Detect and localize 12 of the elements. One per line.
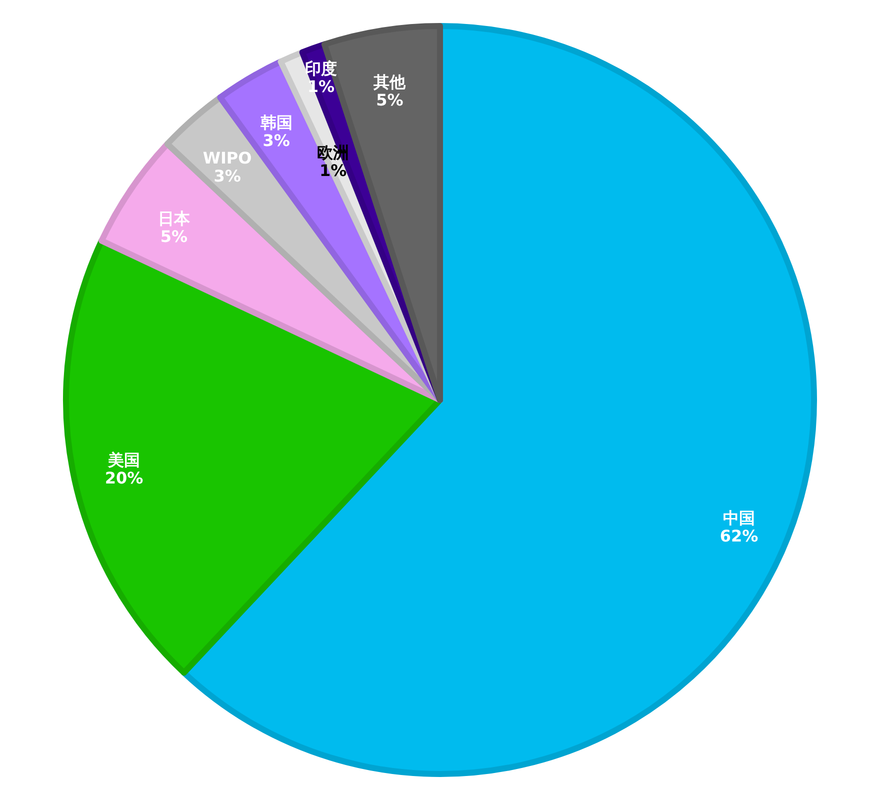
slice-label: 中国 (723, 508, 756, 528)
slice-label: 其他 (372, 72, 407, 92)
slice-label: 韩国 (259, 113, 292, 132)
data-label: 5% (376, 90, 404, 110)
data-label: 20% (104, 468, 144, 488)
data-label: 3% (262, 131, 290, 150)
slice-label: 印度 (304, 59, 337, 78)
data-label: 62% (720, 526, 758, 546)
slice-label: 日本 (158, 209, 191, 228)
slice-label: 美国 (107, 450, 140, 470)
data-label: 5% (160, 227, 188, 246)
data-label: 1% (319, 160, 347, 180)
